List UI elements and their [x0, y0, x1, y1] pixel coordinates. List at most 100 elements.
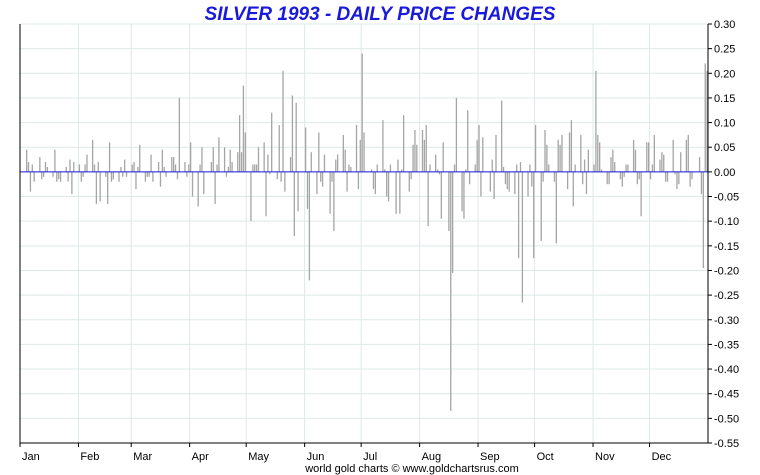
y-tick-label: -0.30 — [714, 315, 739, 327]
price-change-bar — [389, 164, 392, 172]
y-tick-label: 0.10 — [714, 118, 735, 130]
price-change-bar — [26, 149, 28, 172]
price-change-bar — [308, 171, 311, 281]
price-change-bar — [542, 171, 544, 182]
price-change-bar — [42, 171, 45, 177]
price-change-bar — [165, 171, 167, 177]
price-change-bar — [67, 171, 69, 182]
price-change-bar — [533, 171, 535, 259]
y-tick-label: 0.15 — [714, 93, 735, 105]
price-change-bar — [597, 134, 599, 172]
price-change-bar — [508, 171, 510, 192]
price-change-bar — [572, 171, 574, 207]
x-tick-label: Feb — [80, 451, 99, 463]
price-change-bar — [623, 171, 625, 177]
price-change-bar — [105, 171, 107, 177]
price-change-bar — [97, 162, 99, 172]
price-change-bar — [582, 171, 584, 185]
price-change-bar — [467, 110, 469, 172]
price-change-bar — [387, 171, 390, 202]
y-tick-label: -0.10 — [714, 216, 739, 228]
price-change-bar — [495, 134, 497, 172]
price-change-bar — [559, 144, 561, 172]
x-tick-label: Jan — [22, 451, 40, 463]
price-change-bar — [244, 132, 246, 172]
price-change-bar — [372, 171, 375, 190]
price-change-bar — [429, 164, 431, 172]
price-change-bar — [583, 159, 586, 172]
y-tick-label: -0.05 — [714, 192, 739, 204]
price-change-bar — [491, 159, 493, 172]
price-change-bar — [453, 164, 456, 172]
price-change-bar — [159, 171, 162, 187]
price-change-bar — [56, 171, 58, 182]
price-change-bar — [110, 171, 113, 182]
price-change-bar — [269, 171, 271, 175]
price-change-bar — [252, 164, 254, 172]
price-change-bar — [489, 171, 491, 192]
price-change-bar — [357, 171, 360, 190]
price-change-bar — [651, 164, 654, 172]
price-change-bar — [566, 171, 569, 190]
price-change-bar — [238, 115, 241, 172]
price-change-bar — [691, 171, 693, 180]
price-change-bar — [52, 171, 54, 177]
price-change-bar — [197, 171, 199, 207]
price-change-bar — [69, 159, 71, 172]
price-change-bar — [461, 171, 463, 212]
price-change-bar — [442, 142, 444, 172]
price-change-bar — [504, 171, 507, 185]
price-change-bar — [107, 171, 109, 204]
price-change-bar — [553, 171, 556, 182]
x-tick-label: Mar — [133, 451, 152, 463]
x-tick-label: Dec — [652, 451, 672, 463]
price-change-bar — [137, 166, 139, 172]
price-change-bar — [304, 127, 307, 172]
price-change-bar — [451, 171, 454, 273]
chart-footer: world gold charts © www.goldchartsrus.co… — [304, 463, 519, 475]
price-change-bar — [316, 171, 318, 195]
price-change-bar — [700, 171, 703, 195]
y-tick-label: 0.30 — [714, 19, 735, 31]
price-change-bar — [698, 157, 701, 172]
y-tick-label: 0.25 — [714, 44, 735, 56]
price-change-bar — [585, 171, 588, 195]
price-change-bar — [570, 120, 573, 172]
price-change-bar — [680, 152, 682, 172]
price-change-bar — [659, 159, 661, 172]
price-change-bar — [529, 164, 531, 172]
price-change-bar — [649, 171, 652, 180]
price-change-bar — [350, 166, 352, 172]
price-change-bar — [80, 171, 82, 182]
price-change-bar — [348, 164, 350, 172]
price-change-bar — [476, 139, 478, 172]
price-change-bar — [293, 171, 295, 236]
price-change-bar — [82, 171, 84, 177]
price-change-bar — [516, 164, 518, 172]
price-change-bar — [267, 154, 269, 172]
price-change-bar — [531, 171, 533, 187]
price-change-bar — [600, 169, 603, 172]
price-change-bar — [521, 171, 524, 303]
price-change-bar — [284, 171, 286, 192]
price-change-bar — [240, 152, 243, 172]
price-change-bar — [227, 166, 229, 172]
x-tick-label: Jul — [363, 451, 377, 463]
price-change-bar — [295, 102, 297, 172]
price-change-bar — [702, 171, 704, 268]
price-change-bar — [646, 142, 648, 172]
price-change-bar — [255, 164, 258, 172]
price-change-bar — [203, 171, 205, 195]
price-change-bar — [44, 162, 47, 172]
price-change-bar — [359, 139, 361, 172]
price-change-bar — [124, 159, 126, 172]
price-change-bar — [493, 171, 495, 199]
price-change-bar — [86, 154, 88, 172]
price-change-bar — [171, 157, 173, 172]
price-change-bar — [276, 171, 278, 180]
price-change-bar — [112, 171, 114, 180]
price-change-bar — [118, 171, 120, 182]
price-change-bar — [555, 171, 557, 244]
